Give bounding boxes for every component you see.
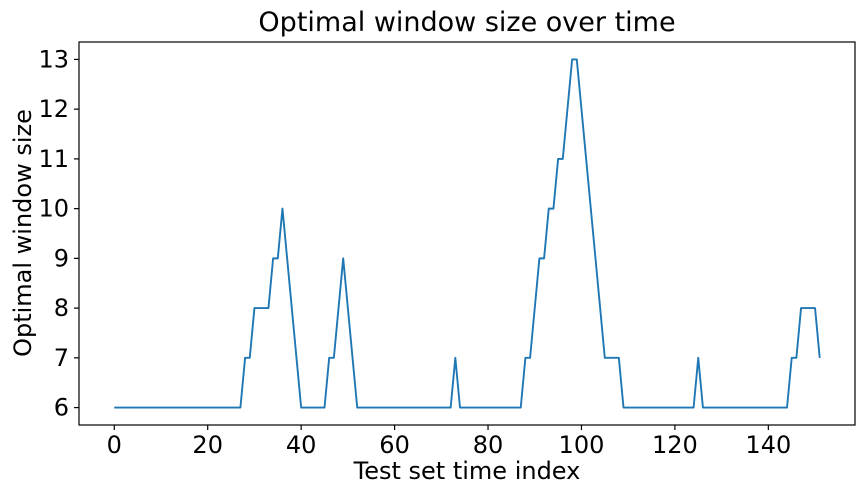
plot-frame bbox=[78, 41, 856, 426]
y-axis-ticks: 6 7 8 9 10 11 12 13 bbox=[38, 45, 79, 422]
y-tick-label: 12 bbox=[38, 95, 69, 123]
y-tick-label: 10 bbox=[38, 195, 69, 223]
y-tick-label: 8 bbox=[54, 294, 69, 322]
y-tick-label: 11 bbox=[38, 145, 69, 173]
y-tick-label: 13 bbox=[38, 45, 69, 73]
chart-title: Optimal window size over time bbox=[258, 7, 675, 38]
y-tick-label: 9 bbox=[54, 244, 69, 272]
x-axis-ticks: 0 20 40 60 80 100 120 140 bbox=[107, 425, 791, 459]
y-axis-label: Optimal window size bbox=[9, 109, 37, 357]
x-tick-label: 140 bbox=[745, 431, 791, 459]
x-tick-label: 100 bbox=[559, 431, 605, 459]
series-line bbox=[114, 58, 821, 409]
x-tick-label: 0 bbox=[107, 431, 122, 459]
x-tick-label: 40 bbox=[286, 431, 317, 459]
y-tick-label: 6 bbox=[54, 394, 69, 422]
x-tick-label: 60 bbox=[379, 431, 410, 459]
x-tick-label: 80 bbox=[473, 431, 504, 459]
y-tick-label: 7 bbox=[54, 344, 69, 372]
x-axis-label: Test set time index bbox=[353, 457, 581, 485]
x-tick-label: 120 bbox=[652, 431, 698, 459]
x-tick-label: 20 bbox=[192, 431, 223, 459]
